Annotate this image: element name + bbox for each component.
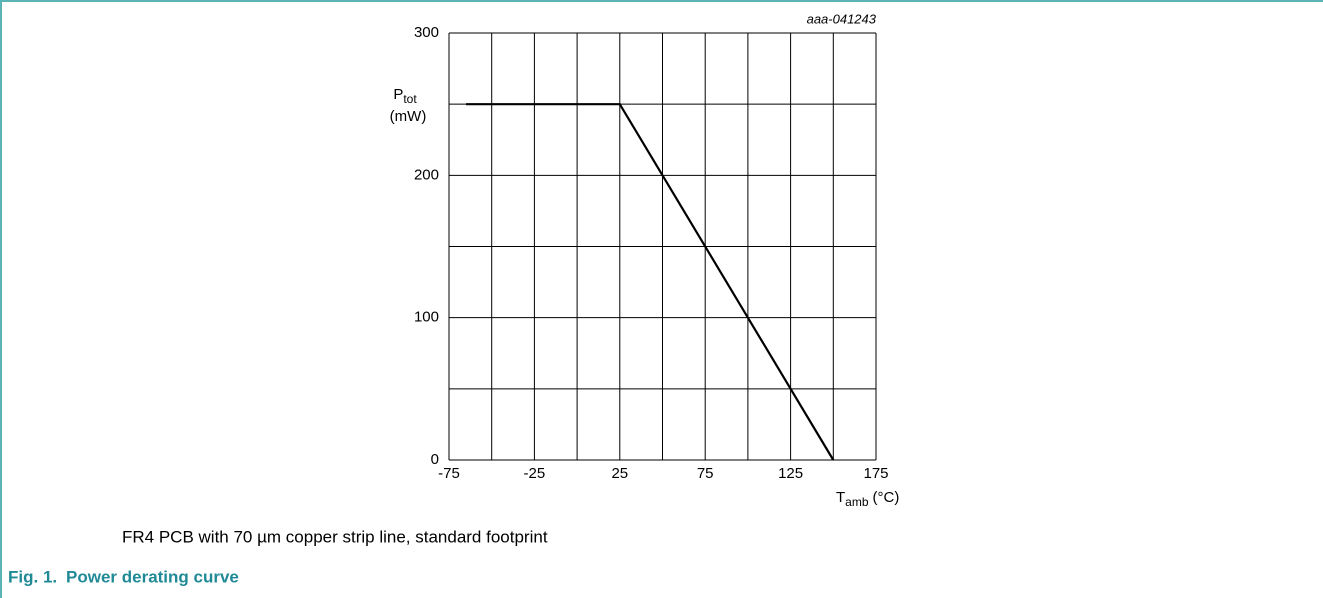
y-axis-unit: (mW) xyxy=(390,108,427,125)
y-axis-label: Ptot xyxy=(393,86,417,106)
x-tick-label: 175 xyxy=(863,465,888,482)
x-tick-label: -25 xyxy=(524,465,546,482)
data-line xyxy=(466,103,835,461)
annotation: aaa-041243 xyxy=(807,11,877,26)
y-tick-label: 100 xyxy=(414,309,439,326)
y-label-main: P xyxy=(393,86,403,103)
x-label-sub: amb xyxy=(845,495,869,509)
y-tick-label: 300 xyxy=(414,24,439,41)
y-tick-label: 0 xyxy=(431,451,439,468)
y-tick-label: 200 xyxy=(414,166,439,183)
x-tick-label: 75 xyxy=(697,465,714,482)
y-label-sub: tot xyxy=(403,92,417,106)
x-label-unit: (°C) xyxy=(873,489,900,506)
figure-number: Fig. 1. xyxy=(8,567,57,586)
x-tick-label: -75 xyxy=(438,465,460,482)
x-tick-label: 125 xyxy=(778,465,803,482)
x-axis-label: Tamb (°C) xyxy=(836,489,899,509)
x-tick-label: 25 xyxy=(611,465,628,482)
figure-title: Power derating curve xyxy=(66,567,239,586)
x-label-main: T xyxy=(836,489,845,506)
caption: FR4 PCB with 70 µm copper strip line, st… xyxy=(122,527,548,546)
